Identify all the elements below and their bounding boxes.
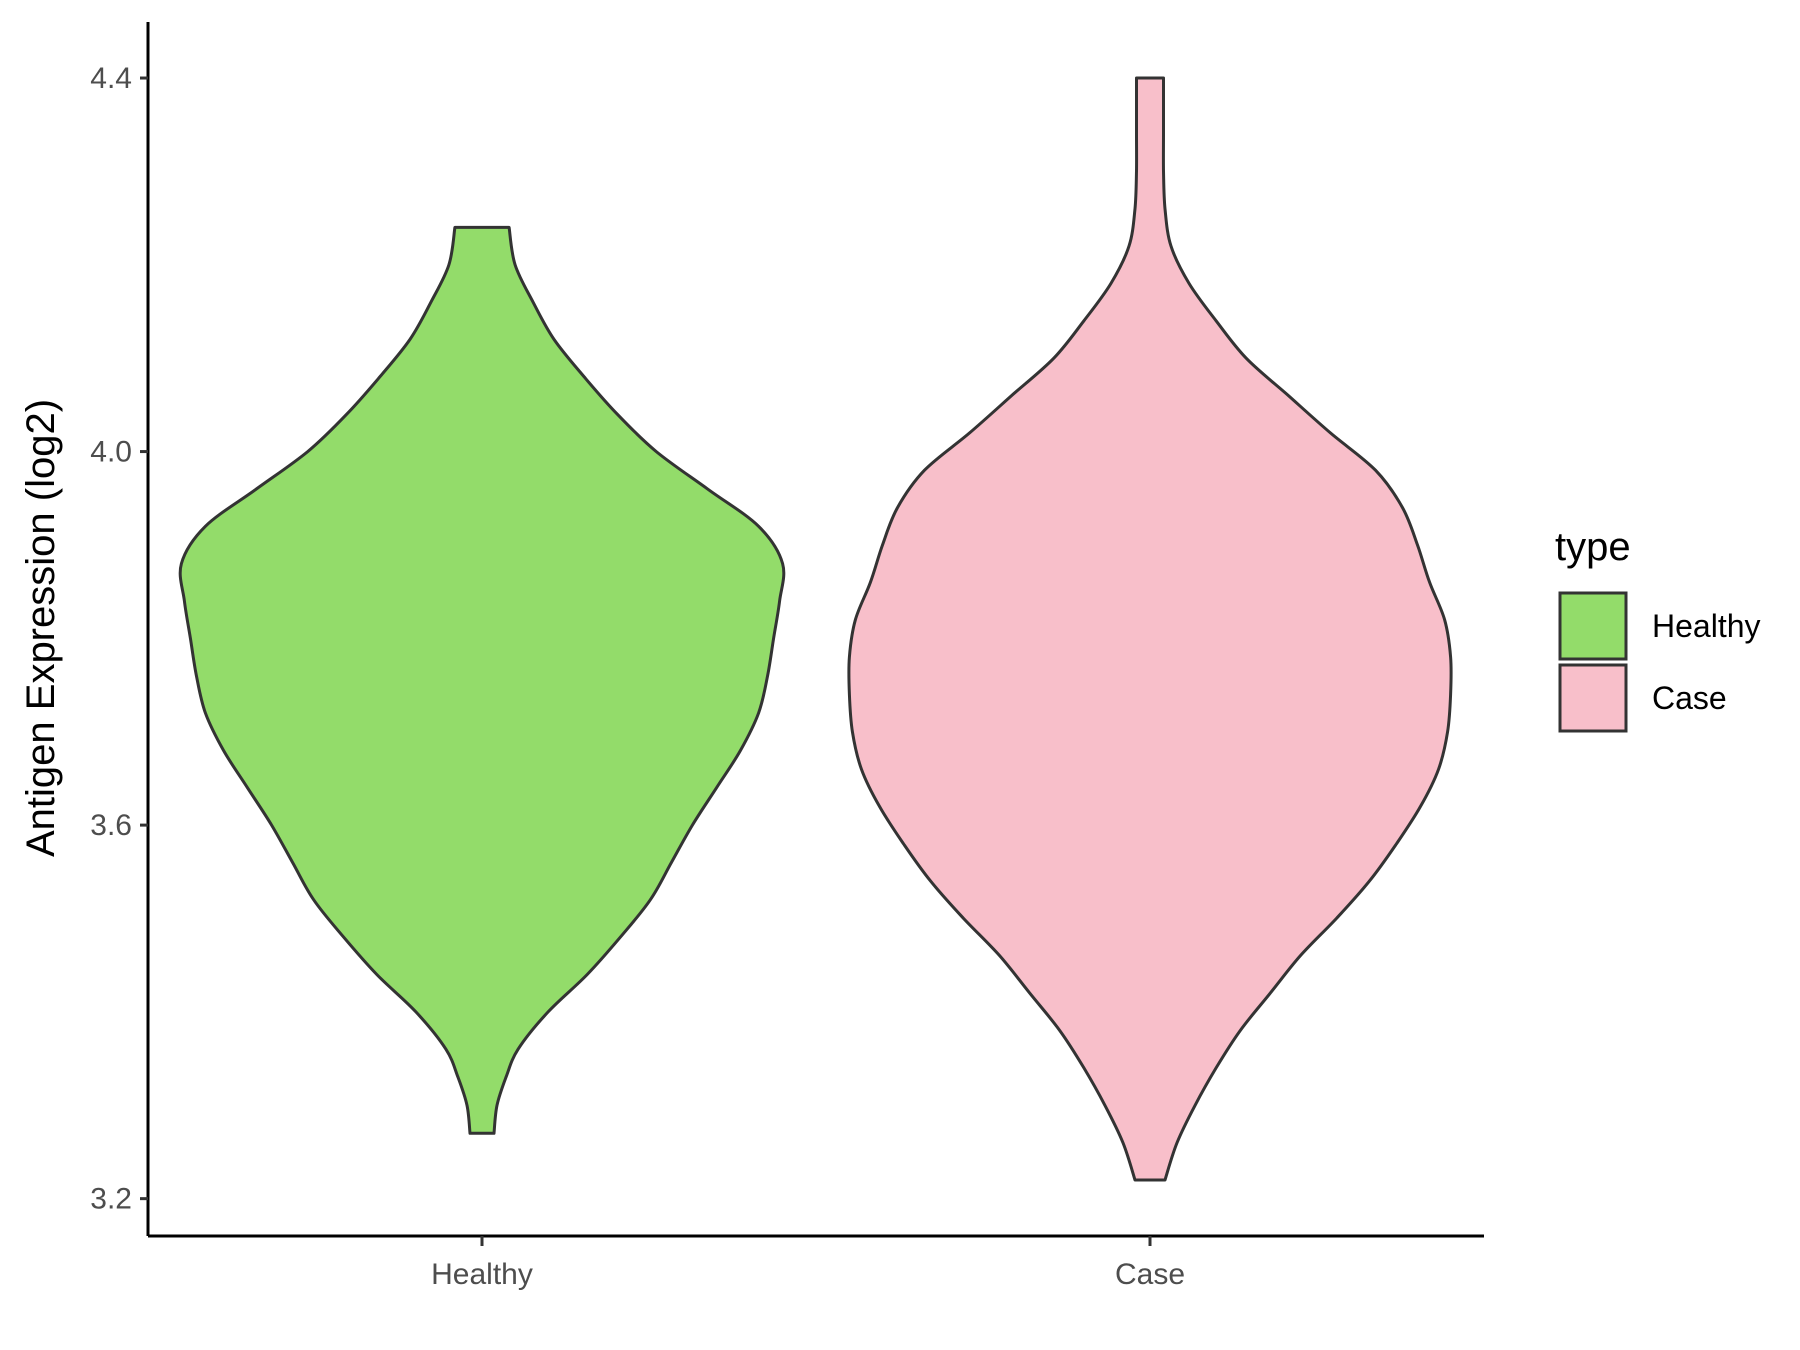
legend-title: type <box>1555 525 1631 569</box>
violin-healthy <box>178 225 786 1135</box>
y-axis-title: Antigen Expression (log2) <box>19 399 63 857</box>
y-ticks: 3.2 3.6 4.0 4.4 <box>90 62 148 1216</box>
x-tick-label: Case <box>1115 1258 1185 1291</box>
violin-case <box>847 76 1453 1182</box>
x-ticks: Healthy Case <box>431 1236 1185 1291</box>
y-tick-label: 4.0 <box>90 436 132 469</box>
y-tick-label: 3.6 <box>90 809 132 842</box>
legend-swatch <box>1558 591 1628 661</box>
violin-group <box>178 76 1453 1182</box>
y-tick-label: 4.4 <box>90 62 132 95</box>
legend-items: Healthy Case <box>1558 591 1761 733</box>
y-tick-label: 3.2 <box>90 1183 132 1216</box>
x-tick-label: Healthy <box>431 1258 533 1291</box>
legend-label: Healthy <box>1652 608 1761 644</box>
axes <box>146 22 1484 1238</box>
legend: type Healthy Case <box>1555 525 1761 733</box>
legend-label: Case <box>1652 680 1727 716</box>
legend-swatch <box>1558 663 1628 733</box>
